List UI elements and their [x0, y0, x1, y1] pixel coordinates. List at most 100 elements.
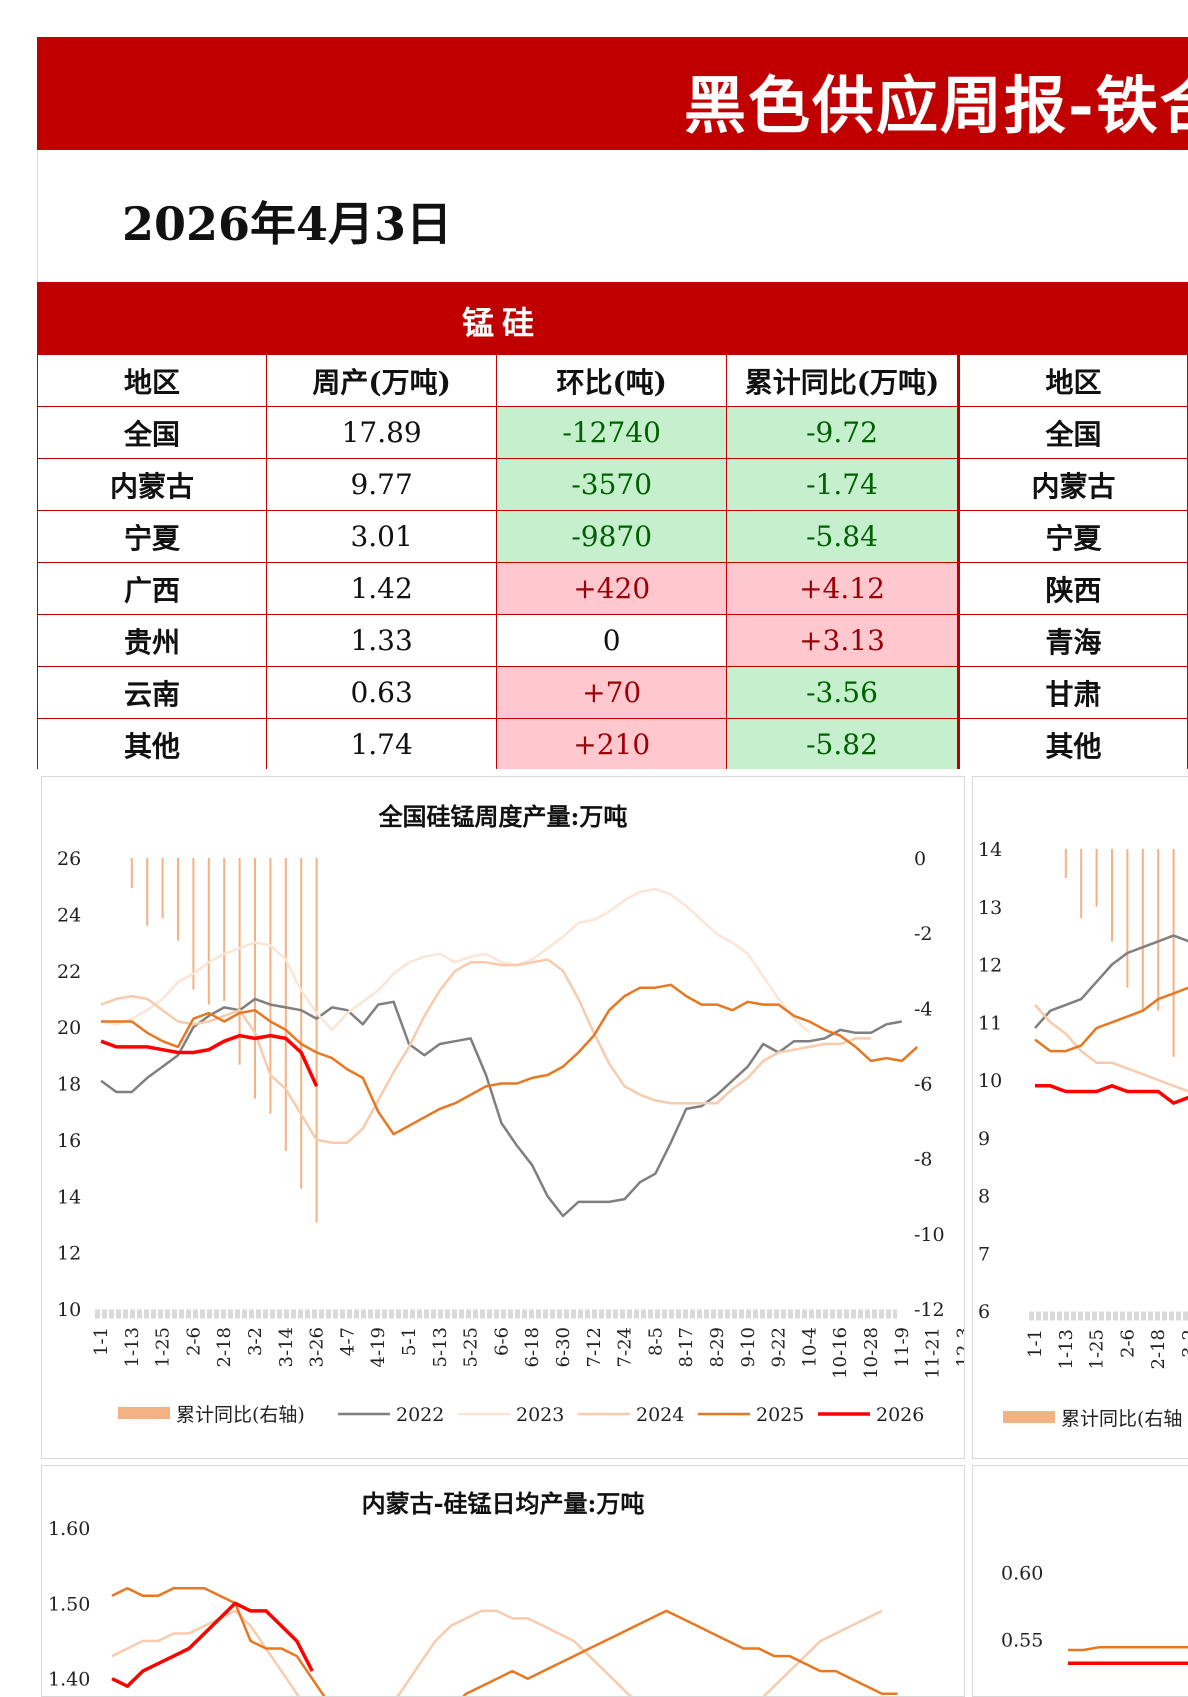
ytd-yoy-cell: -3.56	[726, 666, 959, 719]
weekly-output-cell: 1.74	[265, 718, 498, 769]
y-tick-label: 1.50	[48, 1593, 90, 1615]
x-tick-label: 5-1	[399, 1327, 420, 1356]
y-tick-label: 0.55	[1001, 1629, 1043, 1651]
week-on-week-cell: +210	[496, 718, 728, 769]
x-tick-label: 8-5	[645, 1327, 666, 1356]
y-tick-label: 24	[57, 904, 81, 926]
production-table-section: 锰硅 地区 周产(万吨) 环比(吨) 累计同比(万吨) 地区 全国 17.89 -1…	[37, 282, 1188, 769]
y-tick-label: 22	[57, 961, 81, 983]
series-line-2024	[100, 958, 871, 1144]
x-tick-label: 2-6	[1117, 1329, 1138, 1358]
ytd-yoy-cell: -9.72	[726, 406, 959, 459]
x-tick-label: 6-30	[553, 1327, 574, 1367]
x-tick-label: 8-29	[707, 1327, 728, 1367]
y2-tick-label: -6	[914, 1074, 933, 1096]
x-tick-label: 1-1	[1025, 1329, 1046, 1358]
chart-panel-inner-mongolia: 内蒙古-硅锰日均产量:万吨 1.60 1.50 1.40	[41, 1465, 965, 1697]
y-tick-label: 11	[978, 1012, 1002, 1034]
y-tick-label: 8	[978, 1186, 990, 1208]
table-row: 宁夏 3.01 -9870 -5.84 宁夏	[37, 510, 1188, 563]
ytd-yoy-cell: +3.13	[726, 614, 959, 667]
x-tick-label: 1-25	[1087, 1329, 1108, 1369]
x-tick-label: 3-14	[276, 1327, 297, 1367]
y-tick-label: 12	[57, 1243, 81, 1265]
chart-title: 内蒙古-硅锰日均产量:万吨	[362, 1489, 645, 1518]
y-tick-label: 6	[978, 1301, 990, 1323]
report-banner: 黑色供应周报-铁合	[37, 37, 1188, 150]
ytd-yoy-cell: +4.12	[726, 562, 959, 615]
x-tick-label: 10-28	[861, 1327, 882, 1379]
y-tick-label: 20	[57, 1017, 81, 1039]
y-tick-label: 1.60	[48, 1518, 90, 1540]
column-header: 周产(万吨)	[265, 354, 498, 407]
region-cell: 广西	[37, 562, 267, 615]
x-tick-label: 1-13	[122, 1327, 143, 1367]
report-title: 黑色供应周报-铁合	[684, 69, 1188, 142]
x-tick-label: 10-16	[830, 1327, 851, 1379]
series-line-2025	[1034, 986, 1188, 1053]
table-row: 云南 0.63 +70 -3.56 甘肃	[37, 666, 1188, 719]
x-tick-label: 6-18	[522, 1327, 543, 1367]
chart-panel-national: 全国硅锰周度产量:万吨 26 24 22 20 18 16 14 12 10 0 -2 -4 -6 -8 -1…	[41, 776, 965, 1459]
week-on-week-cell: 0	[496, 614, 728, 667]
legend-label: 2024	[636, 1404, 684, 1426]
region-cell: 宁夏	[37, 510, 267, 563]
column-header: 地区	[957, 354, 1188, 407]
region-cell: 全国	[957, 406, 1188, 459]
legend-label: 2025	[756, 1404, 804, 1426]
region-cell: 其他	[37, 718, 267, 769]
national-silicomanganese-weekly-chart: 全国硅锰周度产量:万吨 26 24 22 20 18 16 14 12 10 0 -2 -4 -6 -8 -1…	[57, 802, 964, 1426]
table-row: 贵州 1.33 0 +3.13 青海	[37, 614, 1188, 667]
x-tick-label: 4-19	[368, 1327, 389, 1367]
series-line-2023	[100, 887, 811, 1034]
x-tick-label: 3-26	[307, 1327, 328, 1367]
week-on-week-cell: -9870	[496, 510, 728, 563]
series-line-2025	[101, 983, 919, 1136]
x-tick-label: 11-9	[892, 1327, 913, 1367]
x-tick-label: 2-6	[183, 1327, 204, 1356]
y2-tick-label: -2	[914, 923, 933, 945]
x-tick-label: 7-24	[615, 1327, 636, 1367]
x-tick-label: 9-22	[769, 1327, 790, 1367]
y-tick-label: 10	[57, 1299, 81, 1321]
y-tick-label: 16	[57, 1130, 81, 1152]
x-tick-label: 1-25	[153, 1327, 174, 1367]
right-daily-chart: 0.60 0.55	[1001, 1563, 1188, 1666]
weekly-output-cell: 3.01	[265, 510, 498, 563]
x-tick-label: 6-6	[491, 1327, 512, 1356]
table-row: 广西 1.42 +420 +4.12 陕西	[37, 562, 1188, 615]
region-cell: 内蒙古	[957, 458, 1188, 511]
y-tick-label: 0.60	[1001, 1563, 1043, 1585]
week-on-week-cell: +70	[496, 666, 728, 719]
ytd-yoy-cell: -1.74	[726, 458, 959, 511]
week-on-week-cell: +420	[496, 562, 728, 615]
legend-swatch	[118, 1407, 170, 1419]
section-header: 锰硅	[37, 282, 1188, 354]
x-tick-label: 5-13	[430, 1327, 451, 1367]
series-line-2026	[111, 1601, 314, 1688]
weekly-output-cell: 1.42	[265, 562, 498, 615]
section-title: 锰硅	[461, 304, 542, 342]
ytd-yoy-cell: -5.84	[726, 510, 959, 563]
y-tick-label: 14	[978, 839, 1002, 861]
table-row: 内蒙古 9.77 -3570 -1.74 内蒙古	[37, 458, 1188, 511]
x-tick-label: 9-10	[738, 1327, 759, 1367]
series-line-2025	[1068, 1646, 1188, 1652]
x-tick-label: 3-2	[245, 1327, 266, 1356]
x-tick-label: 8-17	[676, 1327, 697, 1367]
region-cell: 贵州	[37, 614, 267, 667]
production-table: 地区 周产(万吨) 环比(吨) 累计同比(万吨) 地区 全国 17.89 -1274…	[37, 354, 1188, 769]
legend-label: 2022	[396, 1404, 444, 1426]
x-tick-label: 3-2	[1179, 1329, 1188, 1358]
table-row: 其他 1.74 +210 -5.82 其他	[37, 718, 1188, 769]
region-cell: 青海	[957, 614, 1188, 667]
x-tick-label: 7-12	[584, 1327, 605, 1367]
region-cell: 陕西	[957, 562, 1188, 615]
series-line-2022	[100, 997, 903, 1218]
column-header: 累计同比(万吨)	[726, 354, 959, 407]
x-tick-label: 2-18	[1148, 1329, 1169, 1369]
y2-tick-label: -10	[914, 1224, 945, 1246]
y2-tick-label: -4	[914, 998, 933, 1020]
y-tick-label: 7	[978, 1243, 990, 1265]
right-weekly-chart: 141312111098761-11-131-252-62-183-23-14累…	[978, 839, 1188, 1430]
